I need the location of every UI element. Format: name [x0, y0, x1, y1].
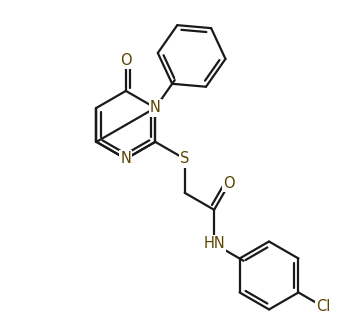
Text: S: S	[180, 151, 190, 166]
Text: O: O	[224, 176, 235, 191]
Text: N: N	[120, 151, 131, 166]
Text: N: N	[150, 100, 161, 116]
Text: HN: HN	[203, 236, 225, 251]
Text: Cl: Cl	[316, 299, 331, 314]
Text: O: O	[120, 53, 132, 68]
